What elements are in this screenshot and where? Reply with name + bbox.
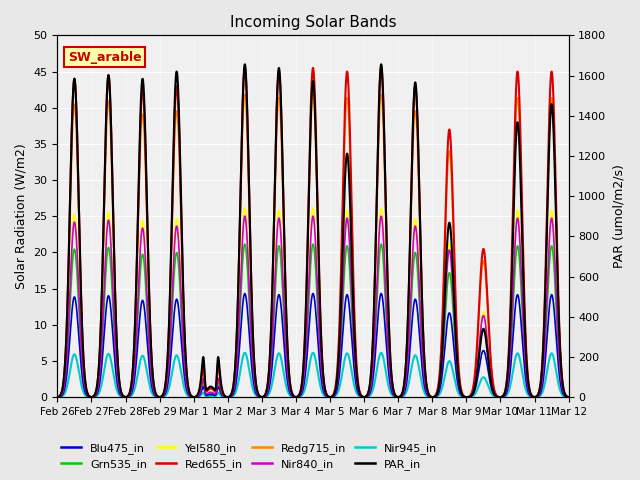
Y-axis label: Solar Radiation (W/m2): Solar Radiation (W/m2) [15, 144, 28, 289]
Legend: Blu475_in, Grn535_in, Yel580_in, Red655_in, Redg715_in, Nir840_in, Nir945_in, PA: Blu475_in, Grn535_in, Yel580_in, Red655_… [57, 438, 442, 474]
Title: Incoming Solar Bands: Incoming Solar Bands [230, 15, 396, 30]
Text: SW_arable: SW_arable [68, 51, 141, 64]
Y-axis label: PAR (umol/m2/s): PAR (umol/m2/s) [612, 164, 625, 268]
